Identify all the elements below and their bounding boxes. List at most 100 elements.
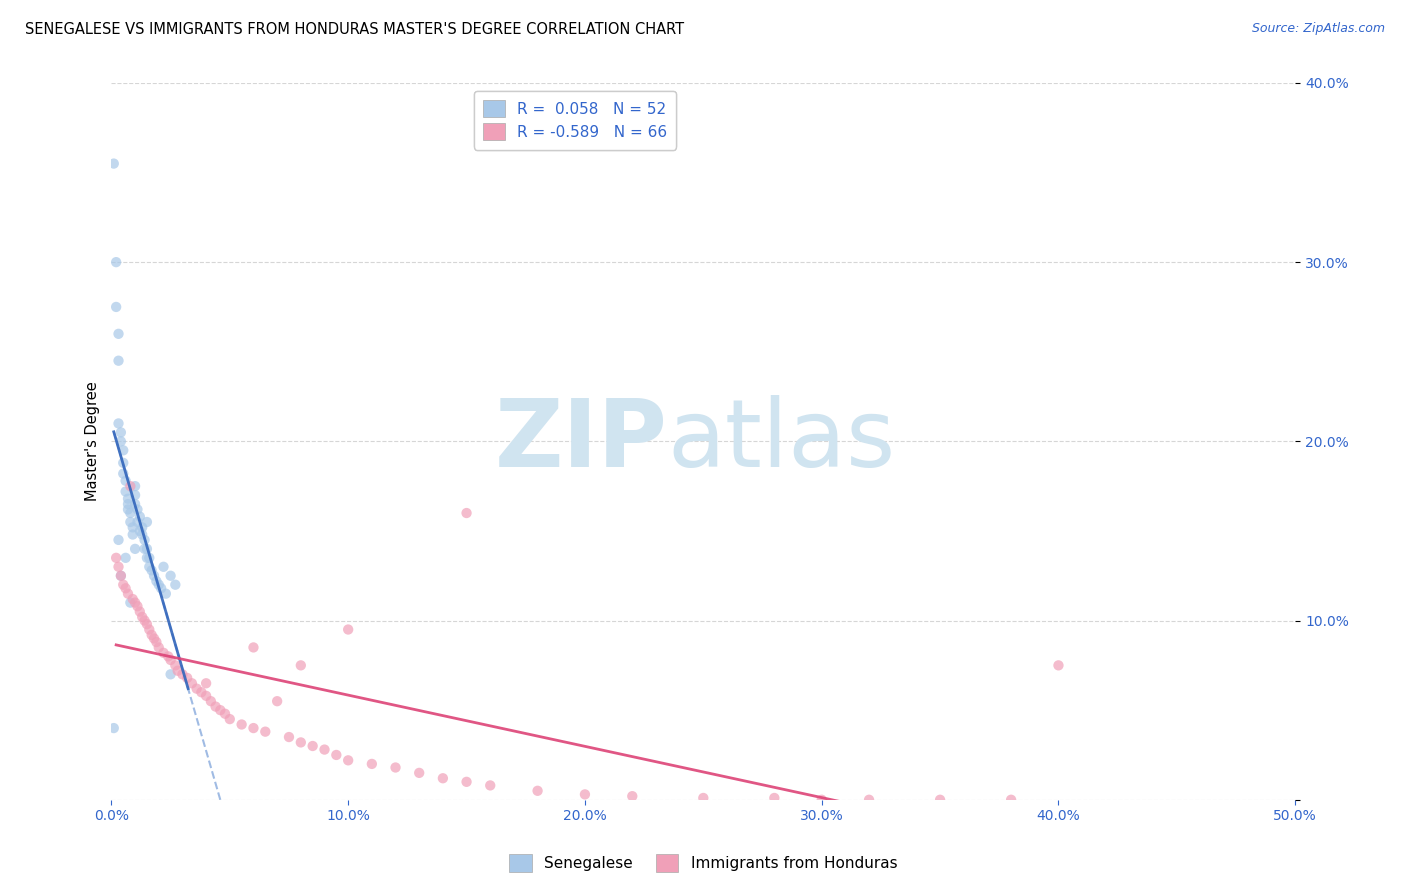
- Point: [152, 646, 174, 660]
- Point: [114, 550, 136, 565]
- Point: [117, 491, 139, 506]
- Point: [120, 506, 142, 520]
- Point: [110, 568, 132, 582]
- Point: [128, 605, 150, 619]
- Point: [290, 735, 312, 749]
- Point: [159, 667, 181, 681]
- Point: [128, 509, 150, 524]
- Point: [107, 417, 129, 431]
- Point: [134, 533, 156, 547]
- Point: [131, 527, 153, 541]
- Point: [134, 614, 156, 628]
- Point: [117, 497, 139, 511]
- Point: [135, 550, 157, 565]
- Point: [254, 724, 277, 739]
- Point: [135, 617, 157, 632]
- Point: [138, 559, 160, 574]
- Point: [929, 793, 952, 807]
- Text: Source: ZipAtlas.com: Source: ZipAtlas.com: [1251, 22, 1385, 36]
- Point: [127, 515, 149, 529]
- Point: [148, 640, 170, 655]
- Point: [105, 550, 128, 565]
- Point: [314, 742, 336, 756]
- Point: [110, 434, 132, 449]
- Point: [145, 574, 167, 588]
- Point: [526, 784, 548, 798]
- Point: [763, 791, 786, 805]
- Point: [145, 635, 167, 649]
- Point: [337, 753, 360, 767]
- Point: [134, 541, 156, 556]
- Text: SENEGALESE VS IMMIGRANTS FROM HONDURAS MASTER'S DEGREE CORRELATION CHART: SENEGALESE VS IMMIGRANTS FROM HONDURAS M…: [25, 22, 685, 37]
- Point: [120, 515, 142, 529]
- Point: [810, 793, 832, 807]
- Point: [157, 649, 180, 664]
- Point: [124, 541, 146, 556]
- Point: [114, 582, 136, 596]
- Point: [112, 456, 135, 470]
- Point: [176, 671, 198, 685]
- Point: [165, 658, 187, 673]
- Point: [242, 721, 264, 735]
- Point: [141, 563, 163, 577]
- Point: [124, 479, 146, 493]
- Point: [858, 793, 880, 807]
- Point: [107, 559, 129, 574]
- Point: [266, 694, 288, 708]
- Y-axis label: Master's Degree: Master's Degree: [86, 382, 100, 501]
- Point: [114, 474, 136, 488]
- Point: [127, 502, 149, 516]
- Point: [180, 676, 202, 690]
- Point: [166, 664, 188, 678]
- Point: [574, 788, 596, 802]
- Point: [131, 520, 153, 534]
- Point: [105, 300, 128, 314]
- Point: [121, 527, 143, 541]
- Point: [121, 520, 143, 534]
- Point: [432, 771, 454, 785]
- Point: [278, 730, 301, 744]
- Point: [159, 568, 181, 582]
- Point: [114, 484, 136, 499]
- Point: [1000, 793, 1022, 807]
- Point: [124, 488, 146, 502]
- Point: [159, 653, 181, 667]
- Point: [143, 568, 166, 582]
- Point: [172, 667, 194, 681]
- Point: [120, 479, 142, 493]
- Point: [165, 578, 187, 592]
- Point: [121, 592, 143, 607]
- Point: [325, 747, 347, 762]
- Point: [456, 774, 478, 789]
- Point: [155, 587, 177, 601]
- Point: [290, 658, 312, 673]
- Point: [131, 610, 153, 624]
- Point: [105, 255, 128, 269]
- Legend: Senegalese, Immigrants from Honduras: Senegalese, Immigrants from Honduras: [501, 846, 905, 880]
- Point: [479, 779, 502, 793]
- Point: [117, 587, 139, 601]
- Point: [692, 791, 714, 805]
- Point: [117, 502, 139, 516]
- Point: [128, 524, 150, 538]
- Point: [143, 632, 166, 646]
- Point: [103, 721, 125, 735]
- Point: [112, 467, 135, 481]
- Point: [1047, 658, 1070, 673]
- Point: [195, 689, 218, 703]
- Text: ZIP: ZIP: [495, 395, 668, 487]
- Point: [127, 599, 149, 614]
- Point: [408, 765, 430, 780]
- Point: [621, 789, 644, 804]
- Point: [152, 559, 174, 574]
- Point: [150, 582, 173, 596]
- Point: [456, 506, 478, 520]
- Text: atlas: atlas: [668, 395, 896, 487]
- Point: [138, 550, 160, 565]
- Point: [141, 628, 163, 642]
- Point: [242, 640, 264, 655]
- Point: [107, 353, 129, 368]
- Point: [138, 623, 160, 637]
- Point: [231, 717, 253, 731]
- Point: [186, 681, 208, 696]
